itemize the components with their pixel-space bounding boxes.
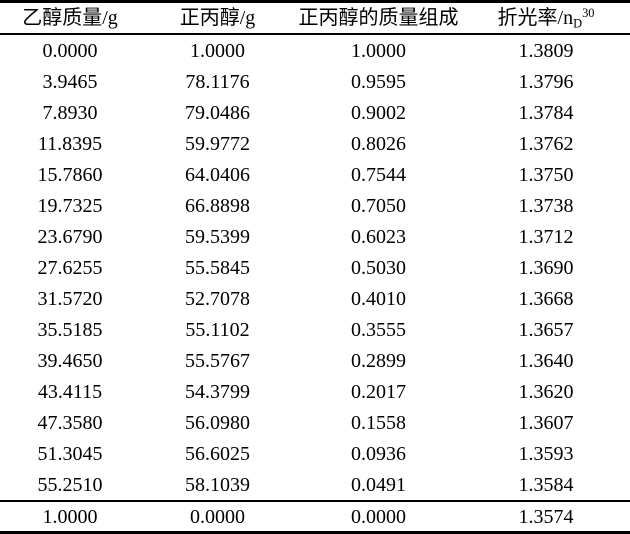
table-cell: 1.0000 [0,500,140,533]
table-cell: 1.3750 [518,163,574,186]
table-row: 19.7325 66.8898 0.7050 1.3738 [0,190,630,221]
table-cell: 58.1039 [185,473,250,496]
table-cell: 55.2510 [37,473,103,496]
table-cell: 7.8930 [42,101,98,124]
refractive-index-subscript: D [573,16,583,31]
table-cell: 1.0000 [190,39,245,62]
table-cell: 1.3762 [518,132,574,155]
table-row: 39.4650 55.5767 0.2899 1.3640 [0,345,630,376]
table-header: 乙醇质量/g 正丙醇/g 正丙醇的质量组成 折光率/nD30 [0,1,630,35]
column-header-ethanol-mass: 乙醇质量/g [0,1,140,35]
column-header-refractive-index: 折光率/nD30 [462,1,630,35]
table-cell: 47.3580 [37,411,103,434]
table-cell: 1.3738 [518,194,574,217]
table-cell: 0.5030 [351,256,406,279]
table-cell: 56.0980 [185,411,250,434]
table-cell: 0.0000 [295,500,462,533]
table-cell: 11.8395 [37,132,103,155]
column-header-label: 正丙醇的质量组成 [298,7,459,29]
table-cell: 31.5720 [37,287,103,310]
table-cell: 78.1176 [185,70,250,93]
table-cell: 0.3555 [351,318,406,341]
table-cell: 1.0000 [351,39,406,62]
table-cell: 1.3668 [518,287,574,310]
table-cell: 1.3593 [518,442,574,465]
table-cell: 3.9465 [42,70,98,93]
table-cell: 1.3712 [518,225,574,248]
table-cell: 66.8898 [185,194,250,217]
table-cell: 0.0000 [42,39,98,62]
table-cell: 1.3657 [518,318,574,341]
table-row: 43.4115 54.3799 0.2017 1.3620 [0,376,630,407]
column-header-label: 折光率/n [497,6,574,29]
table-cell: 0.2017 [351,380,406,403]
table-cell: 0.0000 [140,500,295,533]
table-cell: 52.7078 [185,287,250,310]
table-cell: 39.4650 [37,349,103,372]
table-row: 7.8930 79.0486 0.9002 1.3784 [0,97,630,128]
table-cell: 0.6023 [351,225,406,248]
table-cell: 0.8026 [351,132,406,155]
column-header-label: 正丙醇/g [179,7,256,29]
table-cell: 59.5399 [185,225,250,248]
table-cell: 1.3584 [518,473,574,496]
table-cell: 0.0491 [351,473,406,496]
table-cell: 0.9002 [351,101,406,124]
table-cell: 1.3620 [518,380,574,403]
table-cell: 1.3796 [518,70,574,93]
table-cell: 55.5845 [185,256,250,279]
table-row: 3.9465 78.1176 0.9595 1.3796 [0,66,630,97]
table-row: 35.5185 55.1102 0.3555 1.3657 [0,314,630,345]
table-row: 23.6790 59.5399 0.6023 1.3712 [0,221,630,252]
column-header-n-propanol-composition: 正丙醇的质量组成 [295,1,462,35]
table-cell: 23.6790 [37,225,103,248]
table-cell: 0.0936 [351,442,406,465]
header-row: 乙醇质量/g 正丙醇/g 正丙醇的质量组成 折光率/nD30 [0,1,630,35]
column-header-label: 乙醇质量/g [22,7,118,29]
table-cell: 0.4010 [351,287,406,310]
table-cell: 79.0486 [185,101,250,124]
table-cell: 0.7544 [351,163,406,186]
refractive-index-superscript: 30 [582,5,595,20]
table-row: 0.0000 1.0000 1.0000 1.3809 [0,34,630,66]
table-cell: 55.5767 [185,349,250,372]
table-cell: 0.7050 [351,194,406,217]
table-cell: 35.5185 [37,318,103,341]
table-cell: 27.6255 [37,256,103,279]
table-cell: 0.1558 [351,411,406,434]
table-cell: 1.3640 [518,349,574,372]
table-cell: 1.3690 [518,256,574,279]
table-cell: 15.7860 [37,163,103,186]
table-cell: 43.4115 [37,380,103,403]
table-cell: 0.2899 [351,349,406,372]
table-cell: 0.9595 [351,70,406,93]
table-row: 51.3045 56.6025 0.0936 1.3593 [0,438,630,469]
table-row: 11.8395 59.9772 0.8026 1.3762 [0,128,630,159]
column-header-n-propanol-mass: 正丙醇/g [140,1,295,35]
table-row: 27.6255 55.5845 0.5030 1.3690 [0,252,630,283]
table-cell: 19.7325 [37,194,103,217]
table-row: 47.3580 56.0980 0.1558 1.3607 [0,407,630,438]
table-cell: 1.3809 [518,39,574,62]
table-cell: 1.3784 [518,101,574,124]
table-cell: 51.3045 [37,442,103,465]
table-cell: 54.3799 [185,380,250,403]
table-footer: 1.0000 0.0000 0.0000 1.3574 [0,500,630,533]
table-cell: 64.0406 [185,163,250,186]
footer-row: 1.0000 0.0000 0.0000 1.3574 [0,500,630,533]
table-row: 55.2510 58.1039 0.0491 1.3584 [0,469,630,501]
table-body: 0.0000 1.0000 1.0000 1.3809 3.9465 78.1176 0.9… [0,34,630,501]
table-row: 15.7860 64.0406 0.7544 1.3750 [0,159,630,190]
table-cell: 59.9772 [185,132,250,155]
table-cell: 1.3574 [462,500,630,533]
table-cell: 1.3607 [518,411,574,434]
table-cell: 55.1102 [185,318,250,341]
table-row: 31.5720 52.7078 0.4010 1.3668 [0,283,630,314]
table-cell: 56.6025 [185,442,250,465]
